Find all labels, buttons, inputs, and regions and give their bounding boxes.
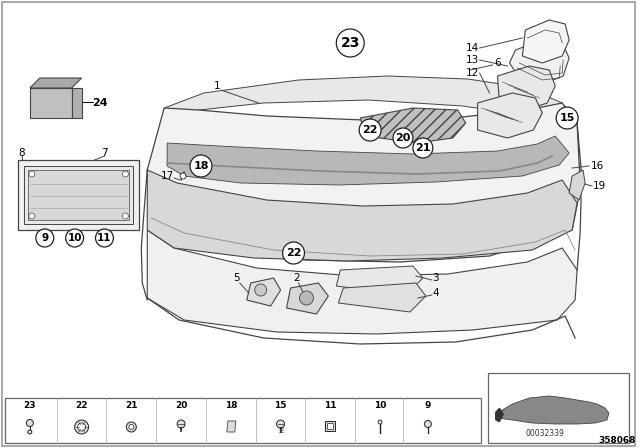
Circle shape xyxy=(336,29,364,57)
Circle shape xyxy=(378,420,382,424)
Circle shape xyxy=(300,291,314,305)
Text: 14: 14 xyxy=(466,43,479,53)
Polygon shape xyxy=(164,76,577,130)
Text: 21: 21 xyxy=(415,143,431,153)
Polygon shape xyxy=(495,408,504,422)
Text: 18: 18 xyxy=(225,401,237,409)
Bar xyxy=(5,398,481,443)
Circle shape xyxy=(77,423,86,431)
Text: 18: 18 xyxy=(193,161,209,171)
Bar xyxy=(325,421,335,431)
Polygon shape xyxy=(147,230,577,334)
Circle shape xyxy=(66,229,84,247)
Circle shape xyxy=(177,420,185,428)
Polygon shape xyxy=(509,40,569,83)
Polygon shape xyxy=(18,160,140,230)
Text: 6: 6 xyxy=(494,58,501,68)
Text: 22: 22 xyxy=(362,125,378,135)
Text: 9: 9 xyxy=(41,233,49,243)
Text: 13: 13 xyxy=(466,55,479,65)
Polygon shape xyxy=(569,170,585,200)
Polygon shape xyxy=(522,20,569,63)
Text: 22: 22 xyxy=(76,401,88,409)
Circle shape xyxy=(283,242,305,264)
Text: 15: 15 xyxy=(559,113,575,123)
Text: 23: 23 xyxy=(340,36,360,50)
Polygon shape xyxy=(72,88,81,118)
Circle shape xyxy=(190,155,212,177)
Polygon shape xyxy=(24,166,133,224)
Polygon shape xyxy=(287,283,328,314)
Polygon shape xyxy=(495,396,609,424)
Circle shape xyxy=(276,420,285,428)
Circle shape xyxy=(393,128,413,148)
Text: 20: 20 xyxy=(396,133,411,143)
Polygon shape xyxy=(28,170,129,220)
Text: 24: 24 xyxy=(92,98,108,108)
Text: 1: 1 xyxy=(214,81,220,91)
Text: 10: 10 xyxy=(374,401,387,409)
Text: 20: 20 xyxy=(175,401,188,409)
Polygon shape xyxy=(477,93,542,138)
Text: 21: 21 xyxy=(125,401,138,409)
Circle shape xyxy=(180,173,186,179)
Text: 358068: 358068 xyxy=(598,435,636,444)
Circle shape xyxy=(95,229,113,247)
Text: 11: 11 xyxy=(97,233,112,243)
Circle shape xyxy=(36,229,54,247)
Text: 22: 22 xyxy=(286,248,301,258)
Text: 15: 15 xyxy=(275,401,287,409)
Polygon shape xyxy=(30,78,81,88)
Text: 19: 19 xyxy=(593,181,605,191)
Polygon shape xyxy=(339,283,426,312)
Circle shape xyxy=(424,421,431,427)
Text: 2: 2 xyxy=(293,273,300,283)
Circle shape xyxy=(26,419,33,426)
Circle shape xyxy=(359,119,381,141)
Polygon shape xyxy=(497,66,556,110)
Polygon shape xyxy=(167,136,569,185)
Polygon shape xyxy=(147,170,577,261)
Polygon shape xyxy=(147,103,582,262)
Circle shape xyxy=(413,138,433,158)
Circle shape xyxy=(28,430,32,434)
Text: 12: 12 xyxy=(466,68,479,78)
Text: 3: 3 xyxy=(433,273,439,283)
Text: 23: 23 xyxy=(24,401,36,409)
Text: 11: 11 xyxy=(324,401,337,409)
Text: 17: 17 xyxy=(161,171,174,181)
Text: 00032339: 00032339 xyxy=(526,428,564,438)
Text: 8: 8 xyxy=(19,148,25,158)
Polygon shape xyxy=(336,266,423,295)
Text: —: — xyxy=(81,96,94,109)
Polygon shape xyxy=(227,421,236,432)
Polygon shape xyxy=(30,88,72,118)
Circle shape xyxy=(29,213,35,219)
Text: 5: 5 xyxy=(234,273,240,283)
Text: 7: 7 xyxy=(101,148,108,158)
Circle shape xyxy=(129,425,134,430)
Circle shape xyxy=(126,422,136,432)
Polygon shape xyxy=(360,108,466,143)
Circle shape xyxy=(75,420,88,434)
Text: 4: 4 xyxy=(433,288,439,298)
Polygon shape xyxy=(247,278,280,306)
Bar xyxy=(328,423,333,429)
Bar xyxy=(488,373,629,443)
Text: 10: 10 xyxy=(67,233,82,243)
Circle shape xyxy=(122,171,129,177)
Circle shape xyxy=(122,213,129,219)
Circle shape xyxy=(29,171,35,177)
Text: 16: 16 xyxy=(590,161,604,171)
Circle shape xyxy=(255,284,267,296)
Circle shape xyxy=(556,107,578,129)
Text: 9: 9 xyxy=(425,401,431,409)
